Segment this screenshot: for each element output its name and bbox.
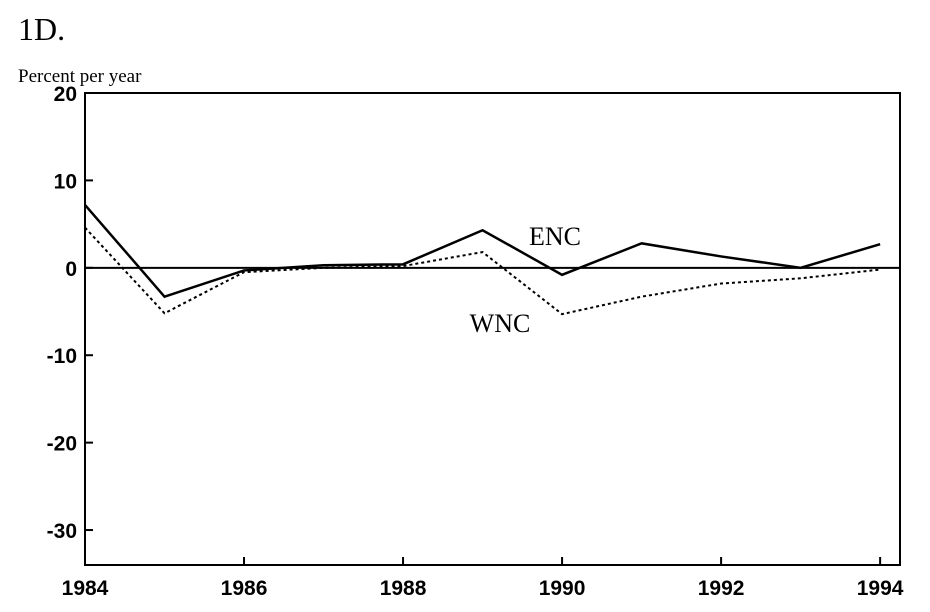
- plot-frame: [84, 92, 901, 566]
- y-tick-label: 0: [65, 258, 77, 281]
- series-line: [84, 204, 881, 299]
- y-tick-label: -10: [47, 345, 77, 368]
- x-tick-label: 1984: [62, 577, 109, 600]
- x-tick-label: 1986: [221, 577, 268, 600]
- series-label: ENC: [529, 222, 581, 251]
- x-tick-label: 1994: [857, 577, 904, 600]
- x-tick-label: 1988: [380, 577, 427, 600]
- chart-title: 1D.: [18, 11, 65, 47]
- x-tick-label: 1990: [539, 577, 586, 600]
- y-tick-label: 10: [54, 170, 77, 193]
- y-tick-label: -30: [47, 520, 77, 543]
- series-label: WNC: [470, 309, 531, 338]
- y-tick-label: -20: [47, 433, 77, 456]
- series-line: [84, 226, 881, 316]
- y-tick-label: 20: [54, 83, 77, 106]
- x-tick-label: 1992: [698, 577, 745, 600]
- y-axis-label: Percent per year: [18, 66, 142, 87]
